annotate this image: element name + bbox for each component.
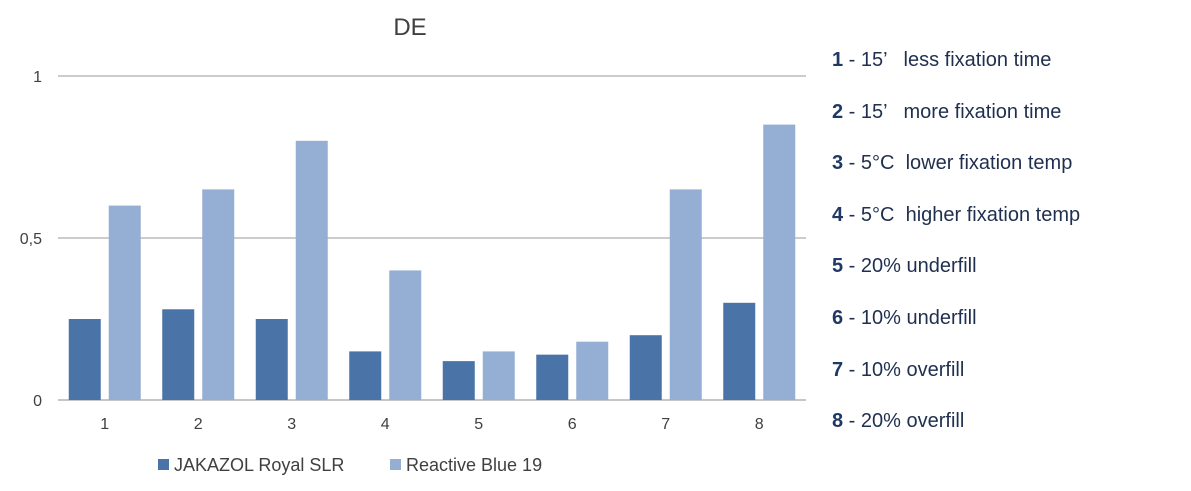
note-item: 4 - 5°C higher fixation temp (832, 199, 1080, 251)
note-separator: - (843, 410, 861, 433)
bar-jakazol-2 (162, 309, 195, 400)
note-text: 10% underfill (860, 306, 977, 329)
note-item: 6 - 10% underfill (832, 302, 1080, 354)
chart-title: DE (393, 14, 426, 41)
x-tick-label: 3 (287, 416, 296, 433)
legend-swatch (158, 459, 169, 470)
y-tick-label: 0,5 (20, 231, 42, 248)
note-number: 6 (832, 306, 844, 329)
bar-jakazol-5 (442, 361, 475, 400)
note-number: 3 (832, 152, 844, 175)
y-axis-ticks: 00,51 (20, 69, 42, 410)
legend-swatch (390, 459, 401, 470)
note-item: 1 - 15’ less fixation time (832, 44, 1080, 96)
y-tick-label: 0 (33, 393, 42, 410)
note-number: 1 (832, 49, 844, 71)
note-text: 15’ less fixation time (860, 49, 1052, 71)
note-separator: - (843, 152, 861, 175)
bar-jakazol-4 (349, 351, 382, 400)
note-number: 2 (832, 100, 844, 123)
note-separator: - (843, 49, 861, 71)
note-item: 5 - 20% underfill (832, 250, 1080, 302)
note-text: 5°C higher fixation temp (860, 203, 1081, 226)
note-number: 7 (832, 358, 844, 381)
bar-jakazol-7 (629, 335, 662, 400)
bar-reactive-blue-6 (576, 341, 609, 400)
note-text: 15’ more fixation time (860, 100, 1062, 123)
bar-reactive-blue-7 (669, 189, 702, 400)
bar-reactive-blue-1 (108, 205, 141, 400)
x-tick-label: 7 (661, 416, 670, 433)
note-item: 2 - 15’ more fixation time (832, 96, 1080, 148)
legend-label: JAKAZOL Royal SLR (174, 455, 344, 475)
note-separator: - (843, 100, 861, 123)
note-number: 8 (832, 410, 844, 433)
x-tick-label: 5 (474, 416, 483, 433)
x-tick-label: 6 (568, 416, 577, 433)
bar-jakazol-8 (723, 302, 756, 400)
note-separator: - (843, 358, 861, 381)
bar-reactive-blue-4 (389, 270, 422, 400)
note-text: 20% underfill (860, 255, 977, 278)
bar-jakazol-6 (536, 354, 569, 400)
note-separator: - (843, 306, 861, 329)
note-item: 8 - 20% overfill (832, 405, 1080, 457)
x-tick-label: 8 (755, 416, 764, 433)
note-number: 5 (832, 255, 844, 278)
bar-reactive-blue-2 (202, 189, 235, 400)
legend-label: Reactive Blue 19 (406, 455, 542, 475)
note-text: 5°C lower fixation temp (860, 152, 1073, 175)
note-item: 7 - 10% overfill (832, 354, 1080, 406)
note-number: 4 (832, 203, 844, 226)
x-tick-label: 1 (100, 416, 109, 433)
legend: JAKAZOL Royal SLR Reactive Blue 19 (158, 455, 542, 475)
note-text: 20% overfill (860, 410, 965, 433)
y-tick-label: 1 (33, 69, 42, 86)
note-text: 10% overfill (860, 358, 965, 381)
x-tick-label: 4 (381, 416, 390, 433)
note-separator: - (843, 255, 861, 278)
condition-notes: 1 - 15’ less fixation time 2 - 15’ more f… (832, 44, 1080, 457)
bar-jakazol-1 (68, 319, 101, 400)
x-axis-ticks: 1 2 3 4 5 6 7 8 (100, 416, 764, 433)
bar-jakazol-3 (255, 319, 288, 400)
x-tick-label: 2 (194, 416, 203, 433)
bar-reactive-blue-5 (482, 351, 515, 400)
note-separator: - (843, 203, 861, 226)
bar-reactive-blue-8 (763, 124, 796, 400)
bar-reactive-blue-3 (295, 140, 328, 401)
bars (68, 124, 796, 401)
note-item: 3 - 5°C lower fixation temp (832, 147, 1080, 199)
